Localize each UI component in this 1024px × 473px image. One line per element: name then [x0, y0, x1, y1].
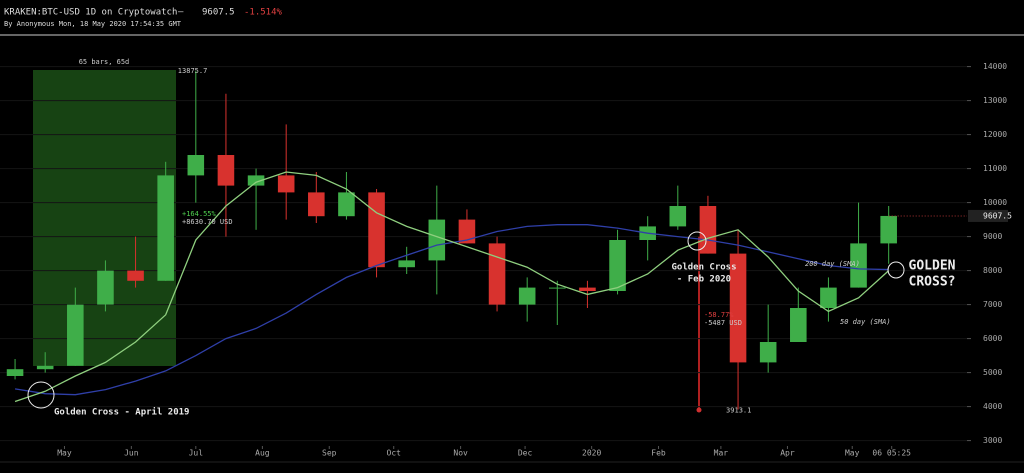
candle-body	[699, 206, 717, 254]
candle-body	[609, 240, 626, 291]
y-tick-label: 5000	[983, 368, 1002, 377]
y-tick-label: 3000	[983, 436, 1002, 445]
candle-body	[36, 365, 54, 370]
candle-body	[488, 243, 506, 305]
loss-pct: -58.77%	[704, 311, 734, 319]
y-tick-label: 6000	[983, 334, 1002, 343]
y-tick-label: 4000	[983, 402, 1002, 411]
candle-body	[820, 287, 837, 308]
y-tick-label: 14000	[983, 62, 1007, 71]
candle-body	[157, 175, 174, 281]
x-tick-label: Jun	[124, 449, 139, 458]
measure-box	[33, 70, 176, 366]
candle-body	[247, 175, 265, 186]
candle-body	[669, 206, 687, 227]
candle-body	[790, 308, 807, 342]
sma-line	[14, 224, 889, 396]
x-tick-label: Dec	[518, 449, 533, 458]
candle-body	[458, 219, 476, 244]
cross-label: GOLDEN	[909, 259, 956, 274]
price-change: -1.514%	[244, 8, 283, 18]
sma-line	[14, 171, 890, 403]
candle-body	[518, 287, 536, 305]
loss-usd: -5487 USD	[704, 319, 742, 327]
candle-body	[6, 369, 24, 376]
candle-body	[308, 192, 325, 217]
candle-body	[428, 219, 446, 261]
low-label: 3913.1	[726, 407, 751, 415]
cross-label: Golden Cross - April 2019	[54, 407, 189, 418]
x-tick-label: 2020	[582, 449, 601, 458]
candle-body	[67, 304, 84, 366]
candle-body	[880, 215, 897, 244]
candle-body	[850, 243, 867, 288]
candle-body	[729, 253, 747, 363]
candle-body	[217, 155, 235, 186]
sma-label: 200 day (SMA)	[805, 260, 860, 268]
candle-body	[97, 270, 114, 305]
y-tick-label: 13000	[983, 96, 1007, 105]
cross-label: Golden Cross	[671, 263, 736, 273]
x-tick-label: Apr	[780, 449, 795, 458]
candle-body	[127, 270, 144, 281]
cross-marker	[887, 261, 905, 279]
x-tick-label: Mar	[714, 449, 729, 458]
y-tick-label: 10000	[983, 198, 1007, 207]
separator: —	[178, 8, 184, 18]
candle-body	[759, 342, 777, 363]
last-price-tag	[968, 209, 1008, 222]
y-tick-label: 11000	[983, 164, 1007, 173]
y-tick-label: 9000	[983, 232, 1002, 241]
candle-body	[398, 260, 415, 268]
x-tick-label: Oct	[387, 449, 402, 458]
candle-body	[187, 155, 205, 176]
range-label: 65 bars, 65d	[79, 58, 130, 66]
plot: 3000 4000 5000 6000 7000 8000 9000 10000 11000 12…	[0, 62, 1012, 458]
cross-marker	[27, 381, 55, 409]
x-tick-label: Nov	[453, 449, 468, 458]
candle-body	[338, 192, 355, 217]
x-tick-label: Jul	[189, 449, 204, 458]
cross-label: - Feb 2020	[677, 275, 731, 285]
sma-label: 50 day (SMA)	[840, 318, 891, 326]
x-tick-label: 06 05:25	[872, 449, 911, 458]
x-tick-label: May	[845, 449, 860, 458]
candle-body	[368, 192, 385, 268]
y-tick-label: 7000	[983, 300, 1002, 309]
x-tick-label: May	[57, 449, 72, 458]
y-tick-label: 8000	[983, 266, 1002, 275]
x-tick-label: Aug	[255, 449, 270, 458]
y-tick-label: 12000	[983, 130, 1007, 139]
candle-body	[277, 175, 295, 193]
x-tick-label: Sep	[322, 449, 337, 458]
last-price-tag-label: 9607.5	[983, 211, 1012, 220]
gain-pct: +164.55%	[182, 210, 217, 218]
measure-end	[696, 407, 702, 413]
subtitle: By Anonymous Mon, 18 May 2020 17:54:35 G…	[4, 20, 182, 28]
x-tick-label: Feb	[651, 449, 666, 458]
candle-body	[579, 287, 596, 291]
gain-usd: +8630.70 USD	[182, 218, 233, 226]
chart-title: KRAKEN:BTC-USD 1D on Cryptowatch	[4, 8, 177, 18]
cross-marker	[687, 231, 707, 251]
cross-label: CROSS?	[909, 275, 956, 290]
candle-body	[549, 287, 566, 289]
high-label: 13875.7	[178, 67, 208, 75]
last-price: 9607.5	[202, 8, 235, 18]
